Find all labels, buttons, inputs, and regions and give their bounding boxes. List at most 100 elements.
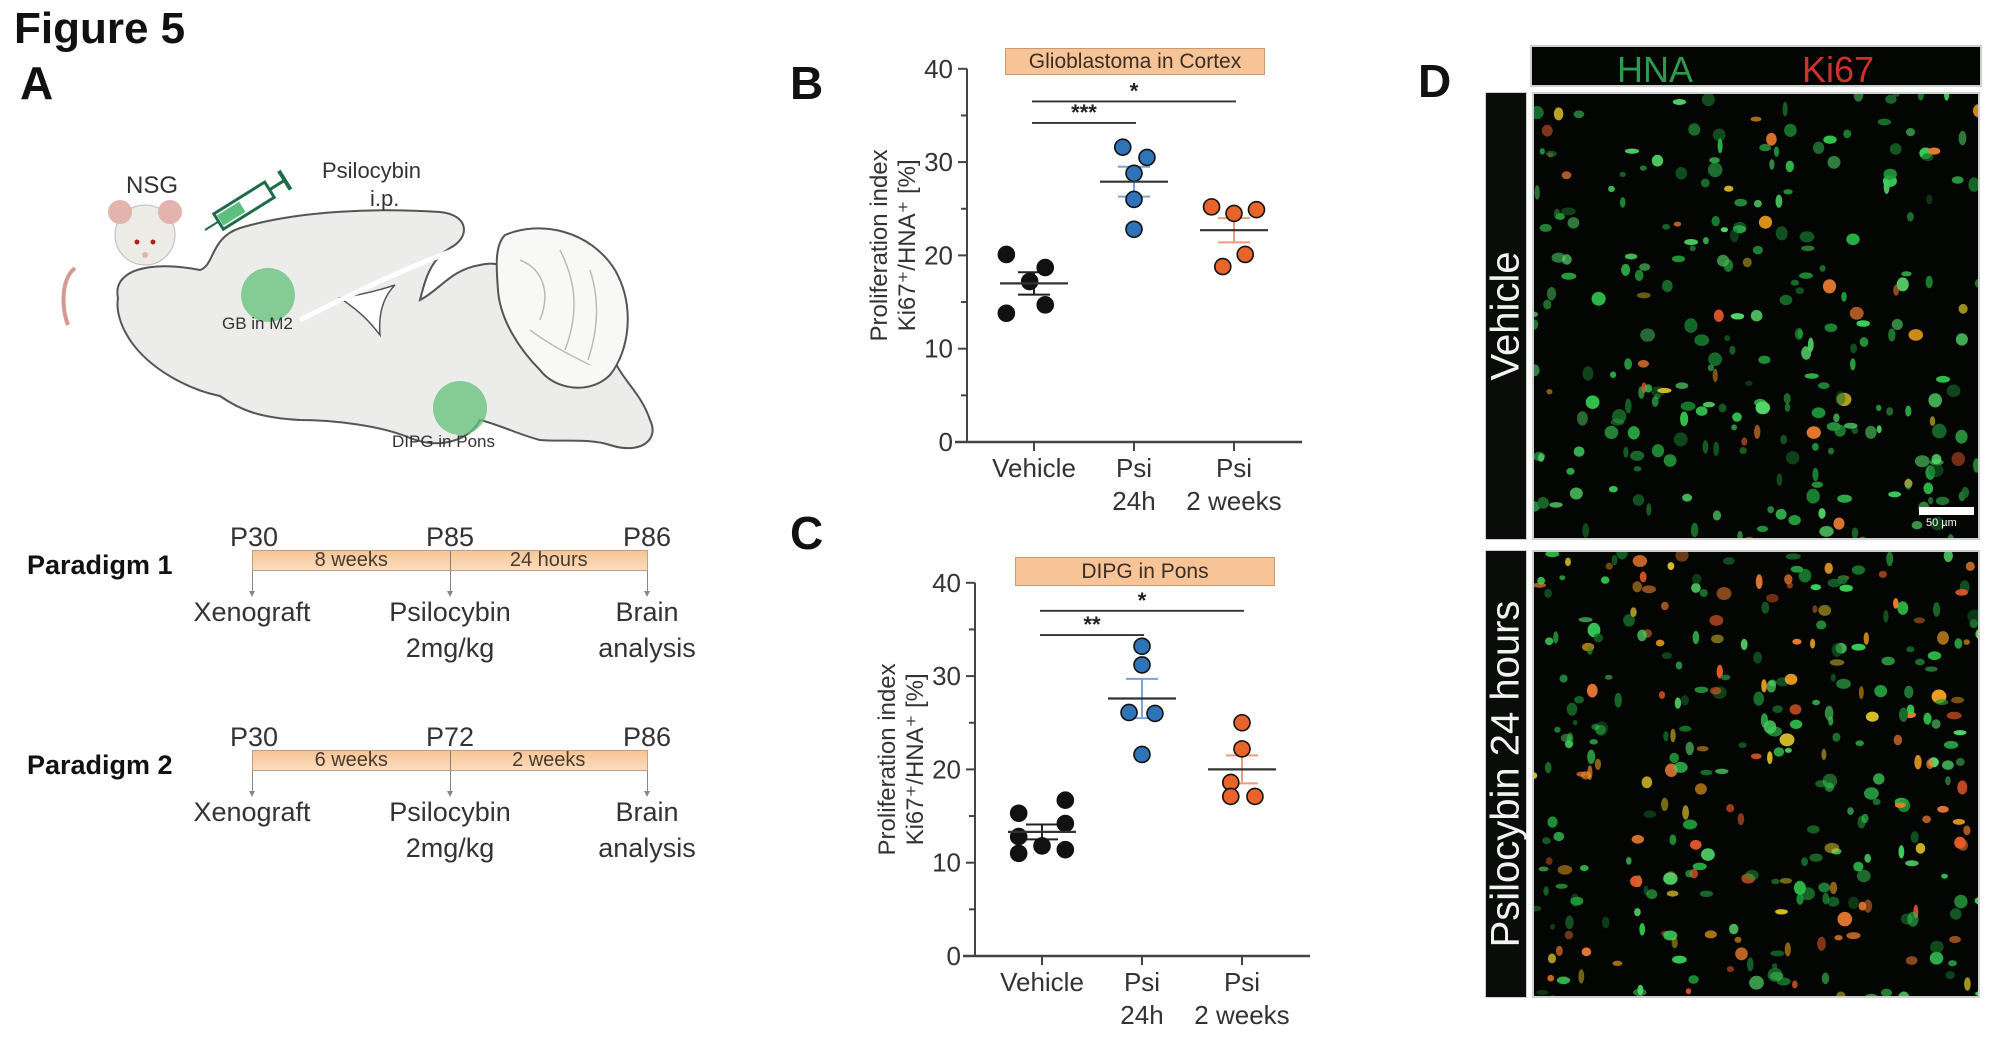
cell-nucleus bbox=[1863, 632, 1869, 645]
cell-nucleus bbox=[1843, 422, 1858, 429]
cell-nucleus bbox=[1565, 557, 1571, 567]
row-label-vehicle: Vehicle bbox=[1484, 92, 1528, 540]
cell-nucleus bbox=[1876, 404, 1882, 411]
tumor-gb-icon bbox=[241, 268, 295, 322]
mouse-icon bbox=[61, 200, 182, 326]
cell-nucleus bbox=[1715, 768, 1729, 774]
cell-nucleus bbox=[1738, 742, 1747, 748]
cell-nucleus bbox=[1544, 761, 1552, 774]
data-point bbox=[1202, 198, 1221, 216]
data-point bbox=[1133, 745, 1151, 764]
y-tick-label: 40 bbox=[932, 568, 961, 598]
cell-nucleus bbox=[1878, 570, 1887, 578]
ventricle bbox=[337, 284, 396, 338]
cell-nucleus bbox=[1801, 245, 1815, 252]
cell-nucleus bbox=[1819, 526, 1834, 537]
data-point bbox=[1146, 704, 1164, 723]
cell-nucleus bbox=[1952, 818, 1965, 825]
data-point bbox=[1247, 200, 1266, 219]
cell-nucleus bbox=[1696, 746, 1709, 752]
cell-nucleus bbox=[1616, 552, 1628, 560]
cell-nucleus bbox=[1537, 497, 1549, 509]
cell-nucleus bbox=[1704, 930, 1717, 939]
cell-nucleus bbox=[1831, 643, 1843, 657]
cell-nucleus bbox=[1576, 771, 1587, 777]
cell-nucleus bbox=[1849, 306, 1864, 320]
cell-nucleus bbox=[1888, 328, 1896, 342]
cell-nucleus bbox=[1898, 845, 1905, 859]
cell-nucleus bbox=[1755, 574, 1763, 590]
cell-nucleus bbox=[1836, 991, 1846, 996]
cell-nucleus bbox=[1547, 953, 1557, 964]
cell-nucleus bbox=[1810, 584, 1821, 591]
data-point bbox=[1213, 257, 1232, 276]
data-point bbox=[1133, 656, 1151, 674]
cell-nucleus bbox=[1954, 638, 1963, 649]
cell-nucleus bbox=[1742, 257, 1752, 268]
event-label: Brain analysis bbox=[598, 797, 696, 863]
cell-nucleus bbox=[1555, 883, 1568, 889]
cell-nucleus bbox=[1712, 128, 1726, 142]
cell-nucleus bbox=[1915, 658, 1925, 666]
x-tick-label: Vehicle bbox=[992, 453, 1076, 483]
cell-nucleus bbox=[1755, 401, 1771, 415]
cell-nucleus bbox=[1917, 94, 1924, 101]
cell-nucleus bbox=[1827, 155, 1841, 169]
cell-nucleus bbox=[1612, 960, 1623, 966]
cell-nucleus bbox=[1707, 364, 1714, 372]
cell-nucleus bbox=[1944, 94, 1950, 101]
paradigm-2-timeline: Paradigm 2 P30 P72 P86 6 weeks 2 weeks X… bbox=[0, 720, 720, 880]
cell-nucleus bbox=[1855, 740, 1864, 747]
cell-nucleus bbox=[1675, 661, 1683, 670]
cell-nucleus bbox=[1759, 143, 1771, 152]
cell-nucleus bbox=[1550, 923, 1556, 930]
cell-nucleus bbox=[1833, 413, 1840, 423]
cell-nucleus bbox=[1661, 652, 1673, 659]
cell-nucleus bbox=[1961, 486, 1969, 499]
data-point bbox=[1246, 787, 1264, 806]
cell-nucleus bbox=[1675, 382, 1689, 390]
cell-nucleus bbox=[1646, 889, 1658, 900]
cell-nucleus bbox=[1717, 138, 1723, 154]
cell-nucleus bbox=[1673, 432, 1688, 447]
cell-nucleus bbox=[1850, 343, 1857, 354]
cell-nucleus bbox=[1639, 571, 1647, 583]
cell-nucleus bbox=[1534, 905, 1542, 912]
cell-nucleus bbox=[1936, 375, 1950, 383]
cell-nucleus bbox=[1885, 94, 1897, 104]
x-tick-label: 24h bbox=[1120, 1000, 1163, 1030]
cell-nucleus bbox=[1720, 227, 1728, 233]
cell-nucleus bbox=[1807, 825, 1820, 834]
paradigm-label: Paradigm 2 bbox=[27, 750, 173, 780]
cell-nucleus bbox=[1829, 659, 1845, 666]
cell-nucleus bbox=[1775, 194, 1783, 208]
significance-label: *** bbox=[1071, 100, 1097, 125]
cell-nucleus bbox=[1828, 447, 1834, 455]
cell-nucleus bbox=[1975, 629, 1978, 639]
data-point bbox=[1225, 204, 1243, 223]
data-point bbox=[1125, 220, 1143, 239]
cell-nucleus bbox=[1836, 678, 1851, 689]
data-point bbox=[1056, 791, 1075, 809]
cell-nucleus bbox=[1839, 584, 1853, 592]
micrograph-vehicle-cells bbox=[1534, 94, 1978, 538]
cell-nucleus bbox=[1893, 94, 1900, 97]
cell-nucleus bbox=[1684, 239, 1698, 246]
cell-nucleus bbox=[1682, 819, 1698, 830]
cell-nucleus bbox=[1587, 683, 1598, 698]
cell-nucleus bbox=[1846, 932, 1861, 940]
cell-nucleus bbox=[1817, 936, 1826, 951]
cell-nucleus bbox=[1888, 491, 1901, 498]
cell-nucleus bbox=[1941, 873, 1948, 879]
cell-nucleus bbox=[1634, 908, 1641, 917]
cell-nucleus bbox=[1671, 255, 1686, 263]
cell-nucleus bbox=[1610, 371, 1617, 379]
cell-nucleus bbox=[1897, 601, 1909, 615]
cell-nucleus bbox=[1682, 493, 1693, 502]
cell-nucleus bbox=[1767, 967, 1783, 982]
cell-nucleus bbox=[1974, 278, 1978, 288]
cell-nucleus bbox=[1818, 604, 1832, 616]
cell-nucleus bbox=[1633, 466, 1642, 472]
cell-nucleus bbox=[1943, 552, 1953, 562]
cell-nucleus bbox=[1610, 418, 1625, 426]
